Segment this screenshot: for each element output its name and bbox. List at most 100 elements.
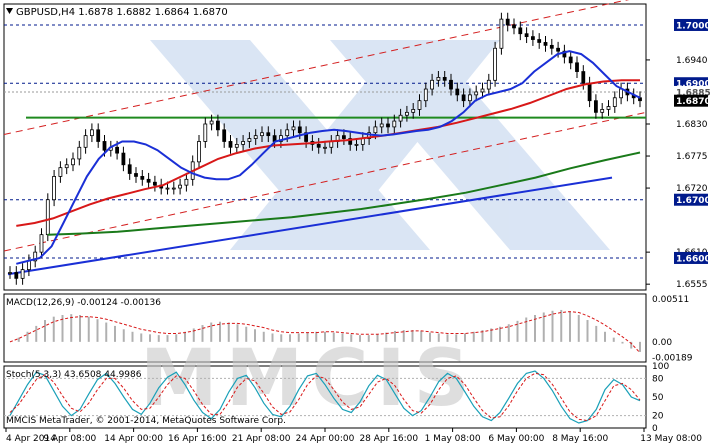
candle-body: [316, 143, 321, 148]
candle-body: [291, 126, 296, 131]
candle-body: [197, 141, 201, 163]
candle-body: [278, 135, 283, 142]
candle-body: [556, 47, 560, 52]
candle-body: [518, 27, 523, 35]
candle-body: [146, 178, 151, 183]
candle-body: [297, 126, 302, 134]
x-tick-label: 21 Apr 08:00: [232, 434, 291, 444]
level-label-box: [674, 193, 708, 206]
candle-body: [619, 88, 623, 99]
candle-body: [549, 44, 554, 49]
x-tick-label: 6 May 00:00: [488, 434, 544, 444]
panel-frame: [3, 293, 647, 363]
candle-body: [71, 158, 75, 166]
candle-body: [398, 114, 403, 122]
macd-y-tick-label: -0.00189: [652, 354, 693, 364]
candle-body: [423, 88, 428, 102]
candle-body: [373, 126, 378, 134]
candle-body: [505, 18, 510, 26]
candle-body: [215, 120, 220, 131]
candle-body: [115, 146, 119, 154]
candle-body: [165, 187, 170, 190]
stoch-y-tick-label: 50: [652, 393, 664, 403]
candle-body: [474, 91, 479, 96]
candle-body: [39, 234, 44, 253]
candle-body: [600, 109, 605, 113]
candle-body: [203, 123, 208, 142]
stoch-main-line: [9, 370, 641, 424]
x-tick-label: 16 Apr 16:00: [168, 434, 227, 444]
candle-body: [304, 132, 309, 142]
level-label-box: [674, 94, 708, 107]
candle-body: [121, 152, 126, 166]
candle-body: [467, 94, 472, 102]
channel-line: [3, 0, 630, 135]
candle-body: [442, 76, 447, 81]
candle-body: [52, 176, 56, 201]
candle-body: [241, 141, 246, 145]
level-label: 1.6885: [676, 88, 710, 98]
macd-y-tick-label: 0.00511: [652, 295, 689, 305]
ma-green-line: [47, 151, 641, 236]
candle-body: [581, 71, 586, 84]
x-tick-label: 4 Apr 2014: [6, 434, 56, 444]
candle-body: [354, 143, 359, 146]
candle-body: [417, 100, 422, 110]
candle-body: [260, 132, 264, 137]
y-tick-label: 1.6720: [676, 184, 708, 194]
candle-body: [493, 47, 498, 81]
candle-body: [537, 39, 542, 43]
candle-body: [524, 33, 529, 38]
candle-body: [222, 129, 227, 142]
level-label-box: [674, 18, 708, 31]
macd-panel: [9, 309, 641, 354]
trendline: [7, 176, 613, 276]
candle-body: [499, 18, 504, 49]
macd-y-tick-label: 0.00: [652, 338, 672, 348]
candle-body: [152, 181, 157, 186]
candle-body: [436, 76, 441, 81]
candle-body: [209, 120, 214, 125]
watermark-text: MMCIS: [140, 334, 478, 424]
candle-body: [411, 109, 416, 113]
candle-body: [594, 100, 598, 113]
level-label: 1.7000: [676, 21, 710, 31]
candle-body: [341, 135, 346, 139]
symbol-dropdown-icon: [6, 8, 13, 14]
candle-body: [83, 135, 88, 148]
x-tick-label: 9 Apr 08:00: [43, 434, 96, 444]
candle-body: [178, 184, 183, 189]
x-tick-label: 8 May 16:00: [552, 434, 608, 444]
candle-body: [14, 272, 19, 279]
candle-body: [33, 251, 38, 262]
stoch-y-tick-label: 100: [652, 362, 669, 372]
level-label-box: [674, 251, 708, 264]
footer-copyright: MMCIS MetaTrader, © 2001-2014, MetaQuote…: [6, 416, 286, 426]
x-tick-label: 1 May 08:00: [425, 434, 481, 444]
stoch-indicator-line: Stoch(5,3,3) 43.6508 44.9986: [6, 370, 142, 380]
level-label: 1.6700: [676, 196, 710, 206]
candle-body: [360, 138, 365, 145]
candle-body: [480, 88, 485, 93]
candle-body: [367, 132, 372, 139]
candle-body: [386, 123, 390, 128]
candle-body: [562, 50, 567, 58]
candle-body: [285, 129, 290, 137]
y-tick-label: 1.6555: [676, 280, 708, 290]
candle-body: [234, 143, 239, 148]
candle-body: [543, 42, 548, 46]
candle-body: [171, 187, 176, 190]
x-tick-label: 14 Apr 00:00: [104, 434, 163, 444]
level-label: 1.6600: [676, 254, 710, 264]
candle-body: [512, 24, 516, 29]
symbol-line: GBPUSD,H4 1.6878 1.6882 1.6864 1.6870: [16, 7, 228, 18]
candle-body: [404, 111, 409, 116]
y-tick-label: 1.6830: [676, 120, 708, 130]
candle-body: [8, 272, 12, 274]
candle-body: [20, 269, 25, 279]
candle-body: [58, 167, 63, 177]
candle-body: [575, 62, 579, 72]
candle-body: [449, 79, 453, 90]
candle-body: [96, 129, 101, 142]
